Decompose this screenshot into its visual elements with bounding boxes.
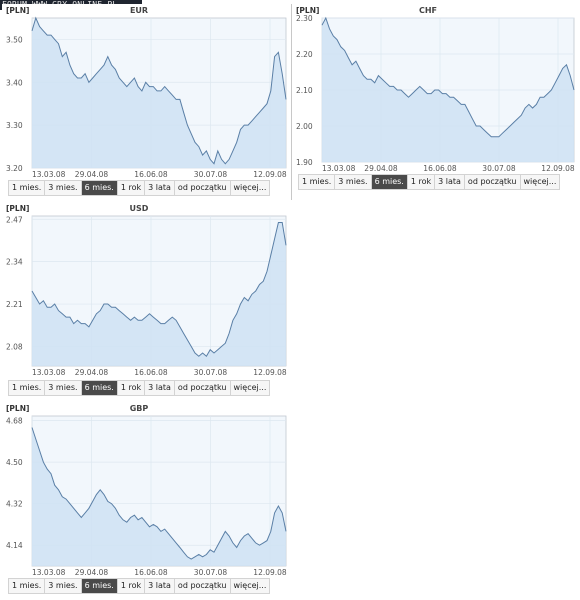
range-button[interactable]: 1 mies. — [9, 381, 46, 395]
range-button[interactable]: 6 mies. — [81, 579, 118, 593]
range-button[interactable]: 6 mies. — [81, 381, 118, 395]
x-tick-label: 12.09.08 — [253, 368, 287, 377]
y-tick-label: 2.20 — [296, 50, 313, 59]
series-area — [32, 427, 286, 566]
chart-title: CHF — [419, 6, 437, 15]
y-tick-label: 2.00 — [296, 122, 313, 131]
x-tick-label: 13.03.08 — [32, 170, 66, 179]
chart-card-usd: 2.08 2.21 2.34 2.47 13.03.08 29.04.08 16.06.08… — [2, 202, 290, 398]
range-button[interactable]: 1 mies. — [299, 175, 336, 189]
range-button[interactable]: 6 mies. — [81, 181, 118, 195]
x-tick-label: 29.04.08 — [75, 568, 109, 577]
unit-label: [PLN] — [6, 404, 29, 413]
y-tick-label: 2.34 — [6, 258, 23, 267]
x-tick-label: 30.07.08 — [194, 568, 228, 577]
range-button[interactable]: od początku — [174, 181, 231, 195]
series-area — [32, 222, 286, 366]
range-button[interactable]: 3 lata — [435, 175, 465, 189]
y-tick-label: 2.47 — [6, 215, 23, 224]
range-button[interactable]: 1 mies. — [9, 181, 46, 195]
range-bar: 1 mies. 3 mies. 6 mies. 1 rok 3 lata od począ… — [8, 578, 271, 594]
range-button[interactable]: 3 lata — [145, 579, 175, 593]
x-tick-label: 16.06.08 — [134, 170, 168, 179]
chart-usd: 2.08 2.21 2.34 2.47 13.03.08 29.04.08 16.06.08… — [6, 204, 287, 377]
chart-card-eur: 3.20 3.30 3.40 3.50 13.03.08 29.04.08 16.06.08… — [2, 4, 290, 200]
chart-eur: 3.20 3.30 3.40 3.50 13.03.08 29.04.08 16.06.08… — [6, 6, 287, 179]
x-tick-label: 30.07.08 — [482, 164, 516, 173]
range-button[interactable]: 3 mies. — [45, 181, 82, 195]
series-line — [321, 16, 575, 138]
divider-vertical — [291, 4, 292, 200]
range-bar: 1 mies. 3 mies. 6 mies. 1 rok 3 lata od począ… — [8, 380, 271, 396]
x-tick-label: 13.03.08 — [32, 368, 66, 377]
range-button[interactable]: 6 mies. — [371, 175, 408, 189]
x-tick-label: 12.09.08 — [253, 170, 287, 179]
range-button[interactable]: 1 rok — [117, 381, 146, 395]
y-tick-label: 2.08 — [6, 342, 23, 351]
range-button[interactable]: więcej... — [230, 579, 270, 593]
x-tick-label: 29.04.08 — [75, 368, 109, 377]
range-button[interactable]: 1 rok — [117, 579, 146, 593]
x-tick-label: 29.04.08 — [75, 170, 109, 179]
x-tick-label: 16.06.08 — [134, 368, 168, 377]
range-button[interactable]: 1 mies. — [9, 579, 46, 593]
chart-title: EUR — [130, 6, 148, 15]
range-button[interactable]: 3 mies. — [45, 579, 82, 593]
x-tick-label: 12.09.08 — [253, 568, 287, 577]
x-tick-label: 13.03.08 — [322, 164, 356, 173]
y-tick-label: 4.32 — [6, 500, 23, 509]
range-button[interactable]: więcej... — [230, 381, 270, 395]
y-tick-label: 1.90 — [296, 158, 313, 167]
x-tick-label: 30.07.08 — [194, 170, 228, 179]
chart-card-gbp: 4.14 4.32 4.50 4.68 13.03.08 29.04.08 16.06.08… — [2, 402, 290, 598]
x-tick-label: 29.04.08 — [364, 164, 398, 173]
y-tick-label: 2.30 — [296, 14, 313, 23]
range-button[interactable]: więcej... — [230, 181, 270, 195]
y-tick-label: 3.50 — [6, 35, 23, 44]
chart-chf: 1.90 2.00 2.10 2.20 2.30 13.03.08 29.04.08 16.0… — [296, 6, 575, 173]
range-button[interactable]: od początku — [174, 381, 231, 395]
chart-title: USD — [130, 204, 149, 213]
y-tick-label: 4.68 — [6, 417, 23, 426]
range-button[interactable]: więcej... — [520, 175, 560, 189]
y-tick-label: 3.30 — [6, 121, 23, 130]
chart-gbp: 4.14 4.32 4.50 4.68 13.03.08 29.04.08 16.06.08… — [6, 404, 287, 577]
range-button[interactable]: 3 mies. — [335, 175, 372, 189]
unit-label: [PLN] — [296, 6, 319, 15]
y-tick-label: 3.20 — [6, 164, 23, 173]
series-line — [31, 222, 287, 357]
range-button[interactable]: 3 lata — [145, 181, 175, 195]
y-tick-label: 3.40 — [6, 78, 23, 87]
unit-label: [PLN] — [6, 204, 29, 213]
y-tick-label: 2.21 — [6, 300, 23, 309]
x-tick-label: 12.09.08 — [541, 164, 575, 173]
x-tick-label: 30.07.08 — [194, 368, 228, 377]
range-bar: 1 mies. 3 mies. 6 mies. 1 rok 3 lata od począ… — [298, 174, 561, 190]
range-button[interactable]: 1 rok — [407, 175, 436, 189]
unit-label: [PLN] — [6, 6, 29, 15]
chart-title: GBP — [130, 404, 149, 413]
y-tick-label: 2.10 — [296, 86, 313, 95]
range-button[interactable]: 3 lata — [145, 381, 175, 395]
x-tick-label: 16.06.08 — [423, 164, 457, 173]
series-line — [31, 427, 287, 560]
series-area — [322, 18, 574, 162]
range-button[interactable]: od początku — [174, 579, 231, 593]
y-tick-label: 4.14 — [6, 541, 23, 550]
x-tick-label: 13.03.08 — [32, 568, 66, 577]
series-line — [31, 16, 287, 165]
range-button[interactable]: od początku — [464, 175, 521, 189]
y-tick-label: 4.50 — [6, 458, 23, 467]
chart-card-chf: 1.90 2.00 2.10 2.20 2.30 13.03.08 29.04.08 16.0… — [292, 4, 578, 200]
range-button[interactable]: 3 mies. — [45, 381, 82, 395]
range-button[interactable]: 1 rok — [117, 181, 146, 195]
series-area — [32, 18, 286, 168]
x-tick-label: 16.06.08 — [134, 568, 168, 577]
range-bar: 1 mies. 3 mies. 6 mies. 1 rok 3 lata od począ… — [8, 180, 271, 196]
